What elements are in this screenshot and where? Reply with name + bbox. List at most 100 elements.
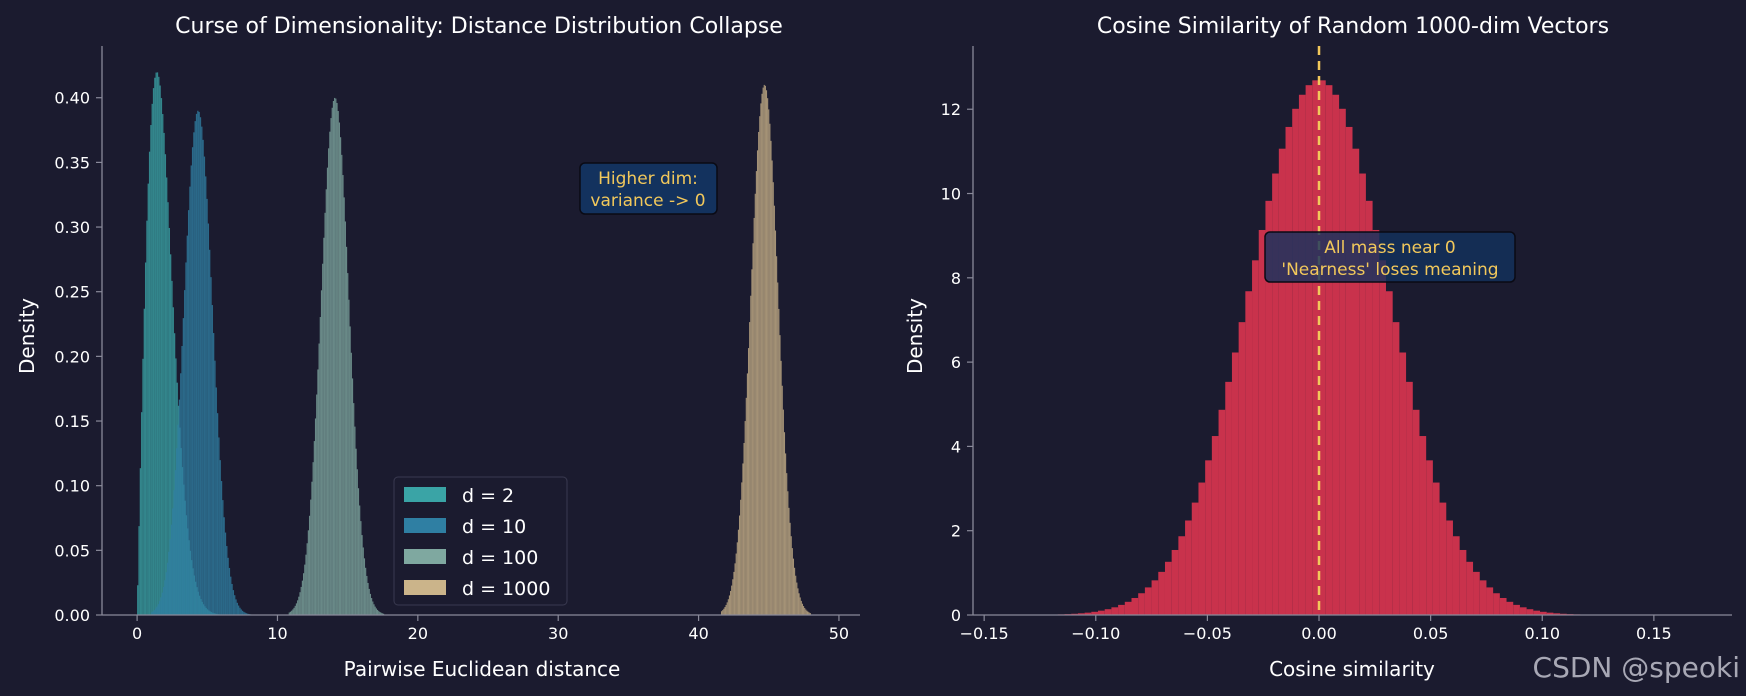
histogram-bar [172, 508, 174, 615]
euclidean-x-tick-label: 50 [829, 624, 849, 643]
histogram-bar [1513, 604, 1520, 615]
histogram-bar [803, 606, 805, 615]
variance-annotation-line-1: Higher dim: [598, 169, 698, 189]
histogram-bar [785, 453, 787, 615]
euclidean-x-tick-label: 10 [267, 624, 287, 643]
histogram-bar [143, 308, 145, 615]
histogram-bar [347, 273, 349, 615]
cosine-y-tick-label: 10 [941, 185, 961, 204]
histogram-bar [210, 277, 212, 615]
histogram-bar [1131, 597, 1139, 615]
histogram-bar [335, 98, 337, 616]
histogram-bar [299, 592, 301, 615]
histogram-bar [178, 399, 181, 615]
histogram-bar [736, 542, 738, 615]
histogram-bar [164, 154, 167, 615]
histogram-bar [152, 611, 154, 615]
histogram-bar [312, 462, 314, 615]
histogram-bar [184, 290, 186, 615]
histogram-bar [378, 611, 380, 615]
histogram-bar [172, 307, 174, 615]
histogram-bar [161, 592, 163, 615]
histogram-bar [731, 585, 733, 615]
histogram-bar [295, 603, 298, 615]
euclidean-histogram-bars [137, 72, 811, 616]
euclidean-axes: 0 10 20 30 40 50 0.00 0.05 0.10 0.15 0.20 0.25 0.30 0… [54, 46, 860, 643]
histogram-bar [743, 442, 745, 615]
histogram-bar [1238, 322, 1246, 615]
histogram-bar [763, 84, 765, 615]
histogram-bar [205, 176, 207, 615]
histogram-bar [240, 609, 242, 615]
histogram-bar [203, 156, 206, 615]
histogram-bar [168, 227, 170, 615]
histogram-bar [190, 165, 192, 615]
histogram-bar [792, 558, 795, 615]
histogram-bar [207, 223, 210, 615]
histogram-bar [206, 198, 208, 616]
histogram-bar [1191, 502, 1199, 615]
histogram-bar [306, 543, 308, 615]
histogram-bar [298, 596, 300, 615]
legend-swatch-d2 [404, 487, 446, 502]
histogram-bar [288, 612, 290, 615]
histogram-bar [1084, 612, 1092, 615]
histogram-bar [155, 72, 157, 615]
cosine-y-tick-label: 4 [951, 437, 961, 456]
histogram-bar [294, 605, 296, 615]
histogram-bar [732, 579, 734, 615]
histogram-bar [789, 522, 791, 615]
histogram-bar [744, 421, 746, 615]
histogram-bar [216, 413, 219, 615]
histogram-bar [357, 488, 360, 615]
histogram-bar [742, 463, 744, 615]
histogram-bar [1218, 409, 1226, 615]
histogram-bar [323, 237, 325, 615]
histogram-bar [1546, 612, 1554, 615]
histogram-bar [368, 588, 370, 615]
histogram-bar [1185, 520, 1192, 615]
histogram-bar [1285, 126, 1293, 615]
histogram-bar [1533, 610, 1541, 615]
histogram-bar [157, 604, 160, 615]
histogram-bar [1144, 587, 1152, 615]
histogram-bar [1506, 601, 1514, 615]
histogram-bar [806, 610, 808, 615]
histogram-bar [739, 515, 741, 615]
histogram-bar [237, 605, 240, 615]
histogram-bar [798, 593, 800, 615]
cosine-x-tick-label: −0.10 [1071, 624, 1120, 643]
euclidean-x-axis-label: Pairwise Euclidean distance [344, 657, 621, 681]
histogram-bar [805, 609, 807, 615]
histogram-bar [223, 517, 225, 615]
euclidean-y-tick-label: 0.10 [54, 477, 90, 496]
nearness-annotation-box [1264, 231, 1516, 283]
histogram-bar [137, 585, 139, 615]
histogram-bar [232, 590, 235, 615]
histogram-bar [1519, 607, 1527, 615]
histogram-bar [336, 102, 338, 616]
legend-label-d10: d = 10 [462, 516, 526, 538]
histogram-bar [751, 269, 753, 615]
histogram-bar [1171, 549, 1179, 615]
histogram-bar [375, 608, 377, 615]
histogram-bar [1278, 148, 1286, 615]
histogram-bar [158, 76, 160, 616]
histogram-bar [317, 369, 319, 615]
histogram-bar [325, 189, 327, 615]
euclidean-y-tick-label: 0.35 [54, 153, 90, 172]
histogram-bar [173, 490, 175, 615]
histogram-bar [749, 322, 751, 615]
histogram-bar [328, 148, 330, 615]
histogram-bar [804, 607, 806, 615]
histogram-bar [146, 220, 148, 616]
histogram-bar [750, 295, 752, 615]
histogram-bar [308, 515, 311, 615]
histogram-bar [737, 529, 740, 615]
histogram-bar [783, 432, 786, 615]
histogram-bar [730, 590, 732, 615]
histogram-bar [176, 448, 178, 615]
histogram-bar [159, 85, 161, 615]
cosine-y-axis-label: Density [903, 298, 927, 374]
histogram-bar [319, 317, 321, 615]
